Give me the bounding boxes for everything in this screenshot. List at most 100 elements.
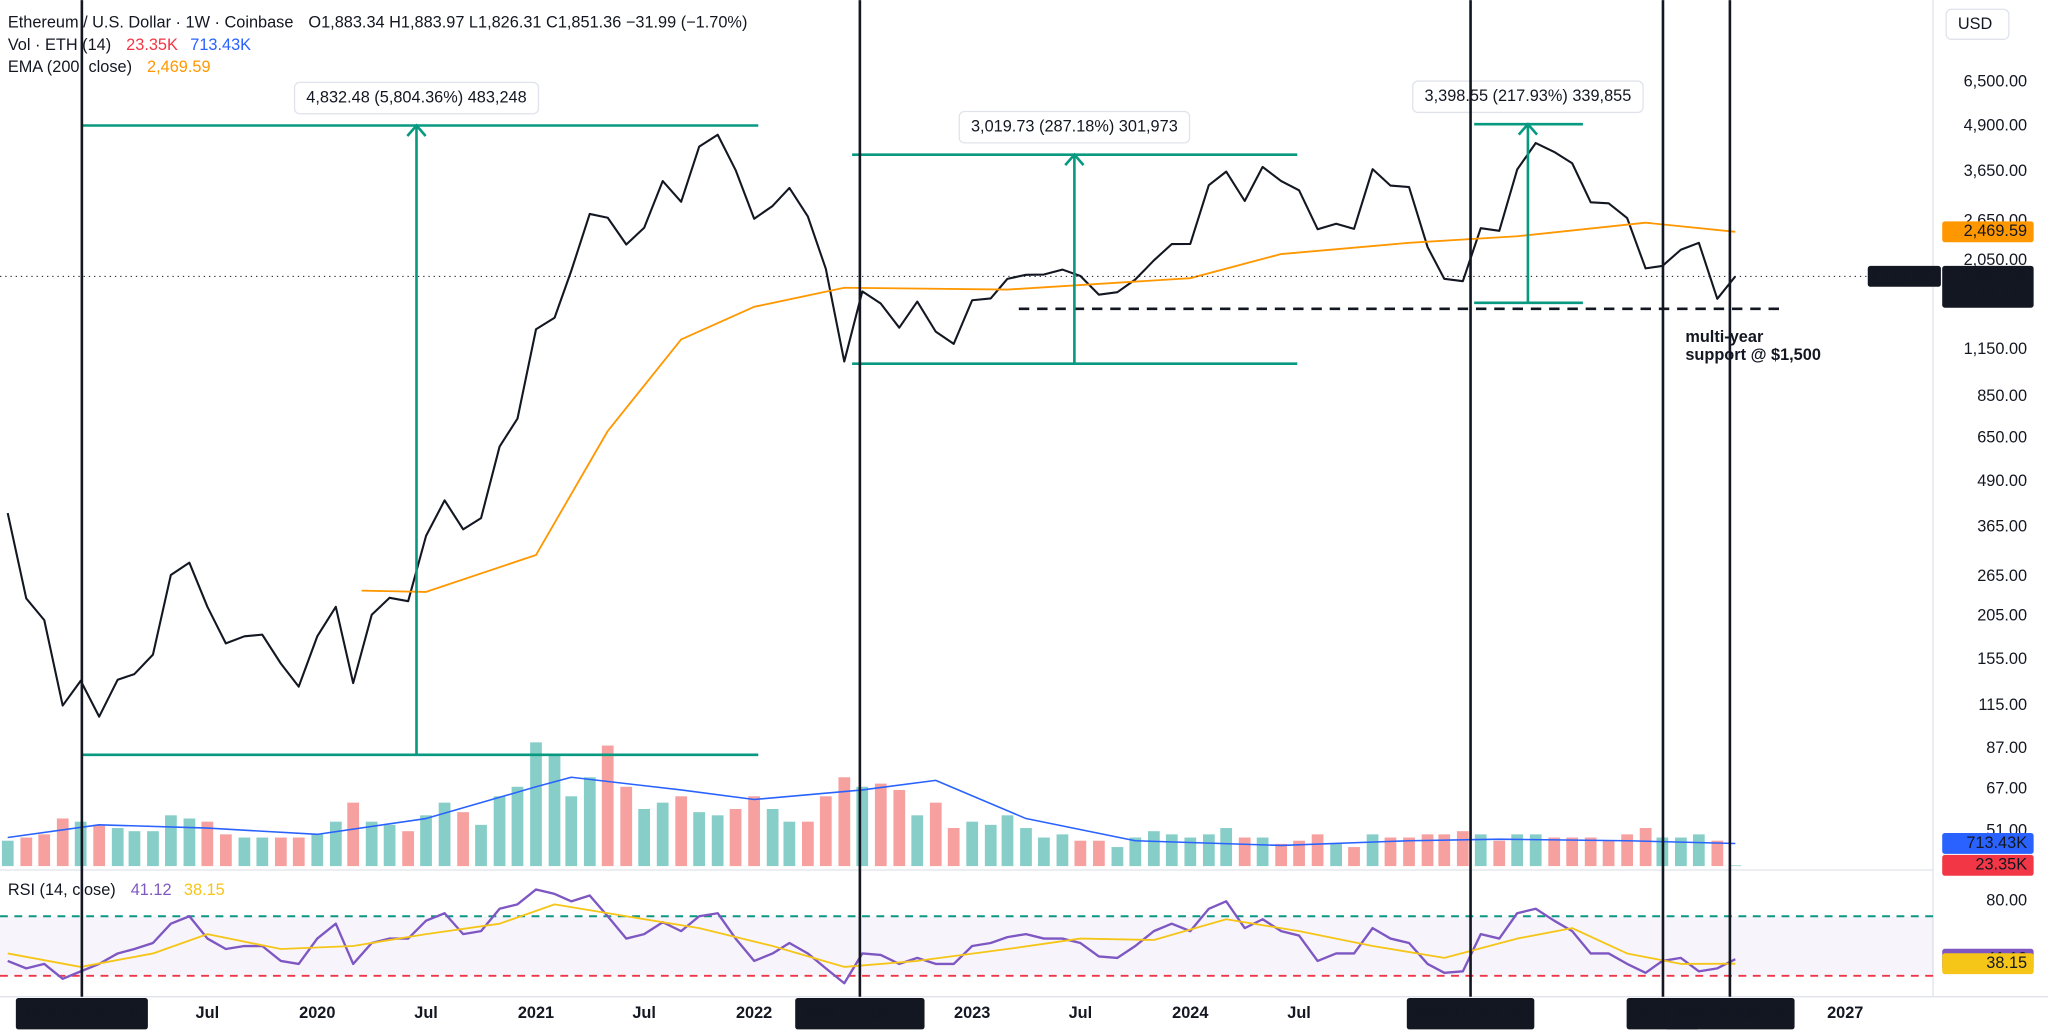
legend-volume: Vol · ETH (14) 23.35K 713.43K <box>8 36 251 54</box>
volume-bar <box>1220 828 1233 867</box>
volume-bar <box>1692 834 1705 867</box>
volume-bar <box>893 789 906 867</box>
volume-bar <box>183 818 196 867</box>
volume-bar <box>493 796 506 867</box>
volume-bar <box>583 777 596 867</box>
x-tick-label: Jul <box>1069 1004 1093 1022</box>
volume-bar <box>111 828 124 867</box>
currency-box[interactable] <box>1945 8 2010 40</box>
volume-bar <box>56 818 69 867</box>
volume-bar <box>966 821 979 867</box>
support-label: multi-year <box>1685 328 1764 346</box>
measure-label: 4,832.48 (5,804.36%) 483,248 <box>306 88 526 106</box>
price-badge-label: 1,851.36 <box>1964 267 2028 285</box>
volume-bar <box>20 837 33 867</box>
volume-bar <box>1293 840 1305 867</box>
x-tick-label: 2020 <box>299 1004 335 1022</box>
volume-bar <box>165 815 177 867</box>
symbol-tag-label: ETHUSD <box>1871 267 1938 285</box>
volume-bar <box>1511 834 1524 867</box>
volume-bar <box>601 745 614 867</box>
y-tick-label: 205.00 <box>1977 607 2027 625</box>
measure-label-box <box>293 81 540 115</box>
volume-bar <box>1675 837 1687 867</box>
volume-bar <box>147 831 159 867</box>
volume-bar <box>947 828 960 867</box>
measure-label-box <box>958 110 1191 144</box>
volume-bar <box>292 837 305 867</box>
marker-label: Mon 03 Dec '18 <box>25 1004 139 1022</box>
legend-ema: EMA (200, close) 2,469.59 <box>8 58 211 76</box>
volume-bar <box>838 777 851 867</box>
volume-bar <box>802 821 814 867</box>
volume-bar <box>656 802 669 867</box>
y-tick-label: 365.00 <box>1977 517 2027 535</box>
legend-value: 41.12 <box>131 881 172 899</box>
volume-bar <box>365 821 378 867</box>
main-line <box>7 888 1736 985</box>
volume-bar <box>548 755 561 867</box>
average-line <box>361 221 1736 593</box>
legend-value: 23.35K <box>126 36 178 54</box>
price-badge <box>1942 854 2034 876</box>
volume-bar <box>1384 837 1397 867</box>
x-tick-label: 2027 <box>1827 1004 1863 1022</box>
volume-bar <box>238 837 251 867</box>
currency[interactable]: USD <box>1958 15 1992 33</box>
volume-bar <box>1438 834 1451 867</box>
y-tick-label: 490.00 <box>1977 472 2027 490</box>
volume-bar <box>1403 837 1415 867</box>
y-tick-label: 650.00 <box>1977 428 2027 446</box>
marker-label-box <box>1406 998 1535 1030</box>
measure-arrow-head <box>1064 152 1085 166</box>
volume-bar <box>911 815 924 867</box>
volume-bar <box>1093 840 1105 867</box>
marker-label: Mon 27 Jun '22 <box>804 1004 915 1022</box>
volume-bar <box>729 808 742 867</box>
volume-bar <box>1639 828 1652 867</box>
x-tick-label: Jul <box>1287 1004 1311 1022</box>
volume-bar <box>1165 834 1178 867</box>
x-tick-label: Jul <box>196 1004 220 1022</box>
legend-header: Ethereum / U.S. Dollar · 1W · Coinbase O… <box>8 14 748 32</box>
volume-bar <box>475 824 487 867</box>
main-line <box>6 133 1737 718</box>
price-badge <box>1942 953 2034 975</box>
volume-bar <box>311 834 324 867</box>
volume-bar <box>766 808 779 867</box>
price-badge <box>1942 221 2034 243</box>
volume-bar <box>856 786 869 867</box>
legend-value: 2,469.59 <box>147 58 211 76</box>
legend-name: EMA (200, close) <box>8 58 132 76</box>
y-tick-label: 115.00 <box>1978 696 2027 714</box>
legend-name: RSI (14, close) <box>8 881 116 899</box>
y-tick-label: 2,050.00 <box>1964 251 2028 269</box>
volume-bar <box>1529 834 1542 867</box>
volume-bar <box>1056 834 1069 867</box>
volume-average-line <box>7 776 1736 847</box>
price-badge-label: 713.43K <box>1966 834 2027 852</box>
volume-bar <box>1330 843 1342 867</box>
y-tick-label: 850.00 <box>1977 387 2027 405</box>
volume-bar <box>1020 828 1032 867</box>
volume-bar <box>693 812 706 867</box>
volume-bar <box>1493 840 1506 867</box>
x-tick-label: 2023 <box>954 1004 990 1022</box>
legend-value: 38.15 <box>184 881 225 899</box>
price-badge-label: 23.35K <box>1975 856 2027 874</box>
symbol-tag <box>1867 265 1941 287</box>
volume-bar <box>402 831 415 867</box>
y-tick-label: 80.00 <box>1986 892 2027 910</box>
marker-label: Mon 14 Apr '25 <box>1416 1004 1525 1022</box>
volume-bar <box>929 802 942 867</box>
average-line <box>7 903 1736 968</box>
volume-bar <box>1256 837 1269 867</box>
volume-bar <box>1602 840 1615 867</box>
volume-bar <box>1238 837 1251 867</box>
volume-bar <box>530 742 542 867</box>
price-badge <box>1942 265 2034 308</box>
volume-bar <box>1038 837 1050 867</box>
volume-bar <box>1275 843 1288 867</box>
